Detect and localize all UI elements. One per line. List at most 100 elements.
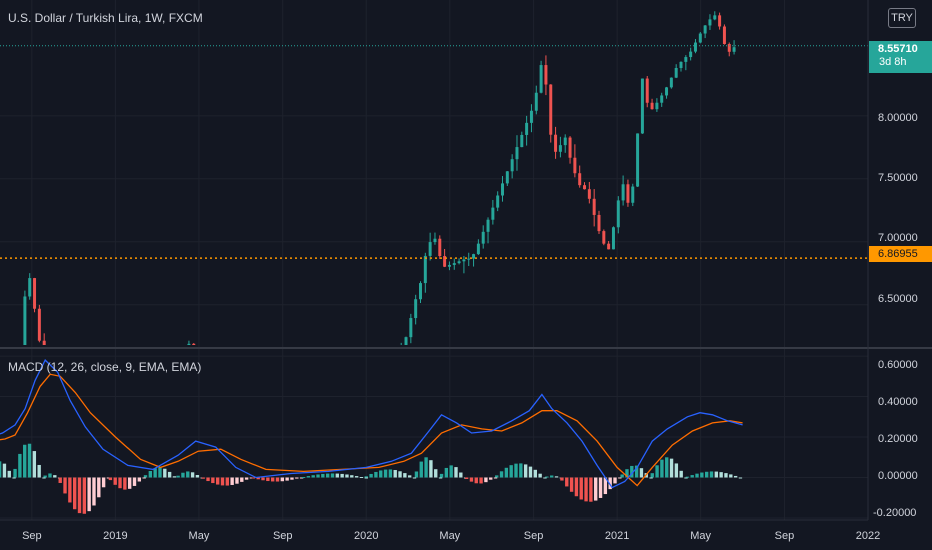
candle-body bbox=[33, 278, 37, 309]
candle-body bbox=[558, 145, 562, 152]
candle bbox=[583, 182, 587, 190]
histogram-bar bbox=[489, 477, 493, 480]
candle bbox=[636, 133, 640, 187]
histogram-bar bbox=[108, 477, 113, 481]
candle-body bbox=[554, 134, 558, 152]
price-pane[interactable]: U.S. Dollar / Turkish Lira, 1W, FXCM bbox=[0, 11, 868, 345]
histogram-bar bbox=[261, 477, 265, 481]
candle-body bbox=[529, 110, 533, 123]
candle-body bbox=[462, 259, 466, 262]
candle bbox=[192, 343, 196, 345]
countdown-label: 3d 8h bbox=[879, 56, 907, 68]
candle-body bbox=[505, 171, 509, 184]
candle-body bbox=[496, 195, 500, 208]
candle-body bbox=[414, 299, 418, 319]
candle bbox=[467, 252, 471, 266]
candle-body bbox=[718, 15, 722, 27]
candle-body bbox=[621, 184, 625, 201]
price-tick: 8.00000 bbox=[878, 112, 918, 124]
candle bbox=[549, 84, 553, 143]
last-price-badge: 8.55710 3d 8h bbox=[869, 41, 932, 73]
histogram-bar bbox=[579, 477, 583, 500]
candle bbox=[486, 217, 490, 244]
histogram-bar bbox=[2, 463, 7, 478]
candle-body bbox=[650, 102, 654, 110]
candle-body bbox=[501, 183, 505, 196]
candle-body bbox=[37, 308, 41, 341]
macd-tick: 0.60000 bbox=[878, 359, 918, 371]
histogram-bar bbox=[449, 465, 453, 478]
candle-body bbox=[607, 243, 611, 250]
candle bbox=[679, 61, 683, 72]
histogram-bar bbox=[560, 477, 564, 481]
histogram-bar bbox=[311, 475, 315, 478]
histogram-bar bbox=[704, 471, 709, 478]
histogram-bar bbox=[695, 473, 699, 478]
candle-body bbox=[732, 47, 736, 52]
time-axis-label: Sep bbox=[524, 530, 544, 542]
candle bbox=[501, 176, 505, 202]
histogram-bar bbox=[514, 463, 518, 478]
histogram-bar bbox=[364, 476, 368, 478]
histogram-bar bbox=[574, 477, 579, 497]
candle-body bbox=[631, 186, 635, 203]
candle-body bbox=[708, 19, 712, 26]
candle bbox=[689, 47, 693, 61]
candle bbox=[423, 252, 427, 293]
histogram-bar bbox=[82, 477, 87, 514]
macd-line bbox=[0, 359, 743, 489]
candle-body bbox=[597, 214, 601, 232]
candle-body bbox=[568, 137, 572, 158]
histogram-bar bbox=[190, 472, 195, 478]
candle bbox=[616, 196, 620, 234]
candle-body bbox=[563, 137, 567, 146]
histogram-bar bbox=[143, 475, 148, 478]
histogram-bar bbox=[669, 458, 674, 478]
histogram-bar bbox=[153, 468, 157, 478]
currency-button[interactable]: TRY bbox=[888, 8, 916, 28]
price-axis[interactable]: 8.00000 7.50000 7.00000 6.50000 bbox=[878, 112, 918, 305]
histogram-bar bbox=[509, 465, 513, 478]
time-axis-label: Sep bbox=[22, 530, 42, 542]
candle-body bbox=[689, 51, 693, 58]
histogram-bar bbox=[48, 473, 52, 478]
histogram-bar bbox=[729, 474, 733, 478]
candle-body bbox=[23, 296, 27, 345]
macd-axis[interactable]: 0.60000 0.40000 0.20000 0.00000 -0.20000 bbox=[873, 359, 918, 519]
histogram-bar bbox=[379, 470, 383, 478]
candle-body bbox=[187, 343, 191, 345]
histogram-bar bbox=[419, 461, 423, 478]
histogram-bar bbox=[484, 477, 488, 483]
histogram-bar bbox=[594, 477, 598, 501]
candle bbox=[520, 131, 524, 148]
candle-body bbox=[42, 340, 46, 345]
time-axis-label: 2020 bbox=[354, 530, 378, 542]
histogram-bar bbox=[354, 476, 359, 478]
candle-body bbox=[616, 200, 620, 228]
histogram-bar bbox=[280, 477, 285, 482]
histogram-bar bbox=[72, 477, 77, 510]
histogram-bar bbox=[438, 477, 443, 479]
candle-body bbox=[515, 147, 519, 160]
candle-body bbox=[611, 227, 615, 250]
candle bbox=[187, 340, 191, 345]
candle bbox=[414, 294, 418, 325]
histogram-bar bbox=[674, 463, 679, 478]
candle bbox=[669, 77, 673, 89]
candle bbox=[698, 31, 702, 44]
histogram-bar bbox=[299, 477, 304, 479]
histogram-bar bbox=[613, 477, 617, 484]
last-price-value: 8.55710 bbox=[878, 43, 918, 55]
histogram-bar bbox=[383, 469, 388, 478]
histogram-bar bbox=[620, 474, 624, 478]
macd-pane[interactable]: MACD (12, 26, close, 9, EMA, EMA) bbox=[0, 359, 743, 514]
candle bbox=[33, 277, 37, 313]
time-axis[interactable]: Sep 2019 May Sep 2020 May Sep 2021 May Sep 2022 bbox=[22, 530, 880, 542]
candle bbox=[626, 179, 630, 207]
candle bbox=[481, 225, 485, 249]
hline-price-badge[interactable]: 6.86955 bbox=[869, 246, 932, 262]
candle-body bbox=[602, 231, 606, 244]
histogram-bar bbox=[550, 475, 554, 478]
candle bbox=[718, 12, 722, 30]
